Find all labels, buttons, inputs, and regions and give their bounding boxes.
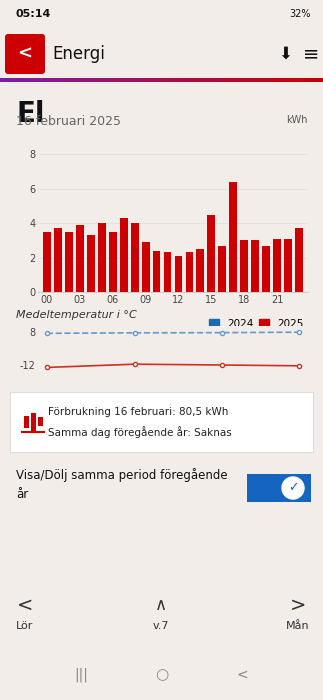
Bar — [130, 223, 139, 292]
Bar — [273, 239, 281, 292]
Text: ⬇: ⬇ — [278, 45, 292, 63]
Text: <: < — [236, 668, 248, 682]
Bar — [54, 228, 62, 292]
Bar — [24, 416, 29, 428]
Text: ✓: ✓ — [288, 482, 298, 494]
Bar — [163, 253, 172, 292]
Bar — [240, 240, 248, 292]
Text: 05:14: 05:14 — [16, 9, 51, 19]
FancyBboxPatch shape — [5, 34, 45, 74]
Text: Medeltemperatur i °C: Medeltemperatur i °C — [16, 310, 137, 320]
Text: <: < — [17, 596, 33, 615]
Text: 16 februari 2025: 16 februari 2025 — [16, 115, 121, 128]
Bar — [185, 253, 193, 292]
Bar — [152, 251, 161, 292]
Bar — [31, 413, 36, 431]
Text: ∧: ∧ — [155, 596, 167, 614]
Bar — [141, 242, 150, 292]
Bar — [87, 235, 95, 292]
Text: |||: ||| — [74, 668, 88, 682]
Text: >: > — [290, 596, 306, 615]
Text: Lör: Lör — [16, 621, 34, 631]
Bar — [174, 256, 182, 292]
Bar — [120, 218, 128, 292]
Bar — [38, 417, 43, 426]
Bar — [196, 249, 204, 292]
Legend: 2024, 2025: 2024, 2025 — [204, 315, 308, 333]
Bar — [98, 223, 106, 292]
Text: 32%: 32% — [289, 9, 311, 19]
Bar — [109, 232, 117, 292]
Bar — [251, 240, 259, 292]
Bar — [295, 228, 303, 292]
Text: Förbrukning 16 februari: 80,5 kWh: Förbrukning 16 februari: 80,5 kWh — [48, 407, 228, 417]
Bar — [65, 232, 73, 292]
Text: Energi: Energi — [52, 45, 105, 63]
Bar — [284, 239, 292, 292]
Text: ≡: ≡ — [303, 45, 319, 64]
Bar — [76, 225, 84, 292]
Text: Samma dag föregående år: Saknas: Samma dag föregående år: Saknas — [48, 426, 232, 438]
Bar — [43, 232, 51, 292]
Text: Visa/Dölj samma period föregående: Visa/Dölj samma period föregående — [16, 468, 228, 482]
Text: kWh: kWh — [287, 115, 308, 125]
Bar — [262, 246, 270, 292]
Text: Mån: Mån — [286, 621, 310, 631]
Text: år: år — [16, 488, 28, 501]
Circle shape — [282, 477, 304, 499]
Text: v.7: v.7 — [153, 621, 169, 631]
Text: <: < — [17, 45, 33, 63]
Bar — [229, 182, 237, 292]
Text: El: El — [16, 100, 45, 128]
Text: ○: ○ — [155, 668, 168, 682]
Bar — [218, 246, 226, 292]
Bar — [207, 214, 215, 292]
